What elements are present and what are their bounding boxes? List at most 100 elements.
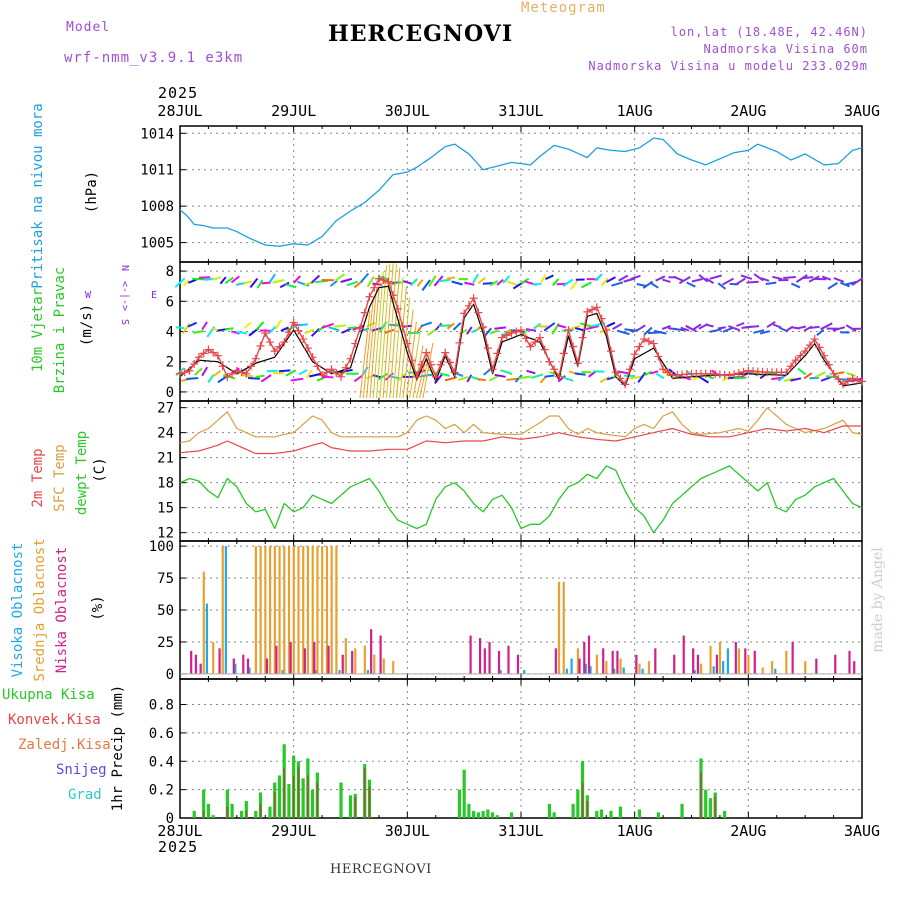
low-cloud-bar xyxy=(753,650,756,674)
low-cloud-bar xyxy=(602,648,605,674)
wind-arrow xyxy=(530,373,544,379)
total-precip-bar xyxy=(599,809,604,818)
low-cloud-bar xyxy=(853,661,856,674)
hatch-line xyxy=(362,299,374,399)
high-cloud-bar xyxy=(722,661,725,674)
wind-arrow xyxy=(278,369,291,373)
wind-arrow xyxy=(433,275,444,287)
conv-precip-bar xyxy=(307,775,309,818)
wind-arrow xyxy=(298,369,308,376)
wind-arrow xyxy=(310,327,320,337)
temp-ylabel-sfc: SFC Temp xyxy=(52,444,68,511)
wind-arrow xyxy=(833,277,845,283)
total-precip-bar xyxy=(239,810,244,818)
wind-speed-marker xyxy=(512,327,521,336)
wind-speed-marker xyxy=(834,375,843,384)
wind-arrow xyxy=(678,276,691,285)
wind-speed-marker xyxy=(498,333,507,342)
mid-cloud-bar xyxy=(344,638,347,674)
wind-speed-marker xyxy=(730,370,739,379)
mid-cloud-bar xyxy=(557,581,561,674)
wind-arrow xyxy=(212,276,222,281)
mid-cloud-bar xyxy=(647,661,651,674)
conv-precip-bar xyxy=(368,786,371,818)
wind-arrow xyxy=(552,278,560,287)
wind-arrow xyxy=(539,274,547,284)
low-cloud-bar xyxy=(587,635,591,674)
wind-speed-marker xyxy=(261,329,270,338)
wind-speed-marker xyxy=(464,301,473,310)
model-label: Model xyxy=(66,20,111,35)
wind-arrow xyxy=(321,322,335,329)
hatch-line xyxy=(409,333,421,399)
mid-cloud-bar xyxy=(709,645,712,674)
wind-speed-marker xyxy=(649,339,658,348)
wind-speed-marker xyxy=(734,369,743,378)
wind-arrow xyxy=(346,280,358,287)
mid-cloud-bar xyxy=(212,641,215,674)
mid-cloud-bar xyxy=(761,667,764,674)
wind-speed-marker xyxy=(829,369,838,378)
y-tick-label: 15 xyxy=(157,501,174,517)
wind-arrow xyxy=(329,279,338,287)
wind-speed-marker xyxy=(493,349,502,358)
y-tick-label: 21 xyxy=(157,451,174,467)
mid-cloud-bar xyxy=(330,546,333,674)
mid-cloud-bar xyxy=(264,546,267,674)
low-cloud-bar xyxy=(848,650,851,674)
wind-speed-marker xyxy=(550,365,559,374)
wind-speed-marker xyxy=(535,333,544,342)
hatch-line xyxy=(372,271,384,399)
wind-arrow xyxy=(438,278,451,283)
wind-arrow xyxy=(410,278,418,287)
wind-arrow xyxy=(760,277,770,282)
wind-arrow xyxy=(261,281,271,285)
low-cloud-bar xyxy=(341,654,344,674)
wind-arrow xyxy=(562,278,574,288)
wind-arrow xyxy=(360,272,370,283)
wind-speed-marker xyxy=(606,347,615,356)
wind-arrow xyxy=(736,322,745,327)
wind-speed-marker xyxy=(625,365,634,374)
mid-cloud-bar xyxy=(562,581,565,674)
total-precip-bar xyxy=(547,803,552,818)
x-tick-label-bottom: 3AUG xyxy=(844,822,880,840)
mid-cloud-bar xyxy=(638,663,641,674)
total-precip-bar xyxy=(609,810,613,818)
low-cloud-bar xyxy=(578,658,581,674)
high-cloud-bar xyxy=(523,670,526,674)
wind-arrow xyxy=(427,368,438,374)
y-tick-label: 1008 xyxy=(140,199,174,215)
wind-speed-marker xyxy=(403,339,412,348)
hatch-line xyxy=(412,345,424,399)
conv-precip-bar xyxy=(354,796,357,818)
wind-arrow xyxy=(187,321,198,328)
wind-arrow xyxy=(304,328,315,335)
wind-speed-marker xyxy=(796,351,805,360)
wind-speed-marker xyxy=(540,345,549,354)
temp-ylabel-dewpt: dewpt Temp xyxy=(74,431,90,515)
conv-precip-bar xyxy=(700,772,702,818)
wind-arrow xyxy=(599,327,610,334)
y-tick-label: 1011 xyxy=(140,163,174,179)
mid-cloud-bar xyxy=(297,546,300,674)
wind-arrow xyxy=(655,372,665,380)
wind-arrow xyxy=(494,326,507,330)
y-tick-label: 0 xyxy=(166,811,174,827)
y-tick-label: 0.6 xyxy=(149,726,174,742)
wind-arrow xyxy=(477,378,486,382)
wind-speed-marker xyxy=(351,339,360,348)
mid-cloud-bar xyxy=(316,546,319,674)
high-cloud-bar xyxy=(693,670,696,674)
mid-cloud-bar xyxy=(287,546,291,674)
high-cloud-bar xyxy=(314,670,317,674)
wind-arrow xyxy=(328,326,340,332)
total-precip-bar xyxy=(576,789,580,818)
wind-speed-marker xyxy=(370,283,379,292)
wind-arrow xyxy=(310,274,321,284)
conv-precip-bar xyxy=(226,806,229,818)
wind-arrow xyxy=(533,322,542,330)
y-tick-label: 0 xyxy=(166,667,174,683)
wind-speed-marker xyxy=(805,341,814,350)
